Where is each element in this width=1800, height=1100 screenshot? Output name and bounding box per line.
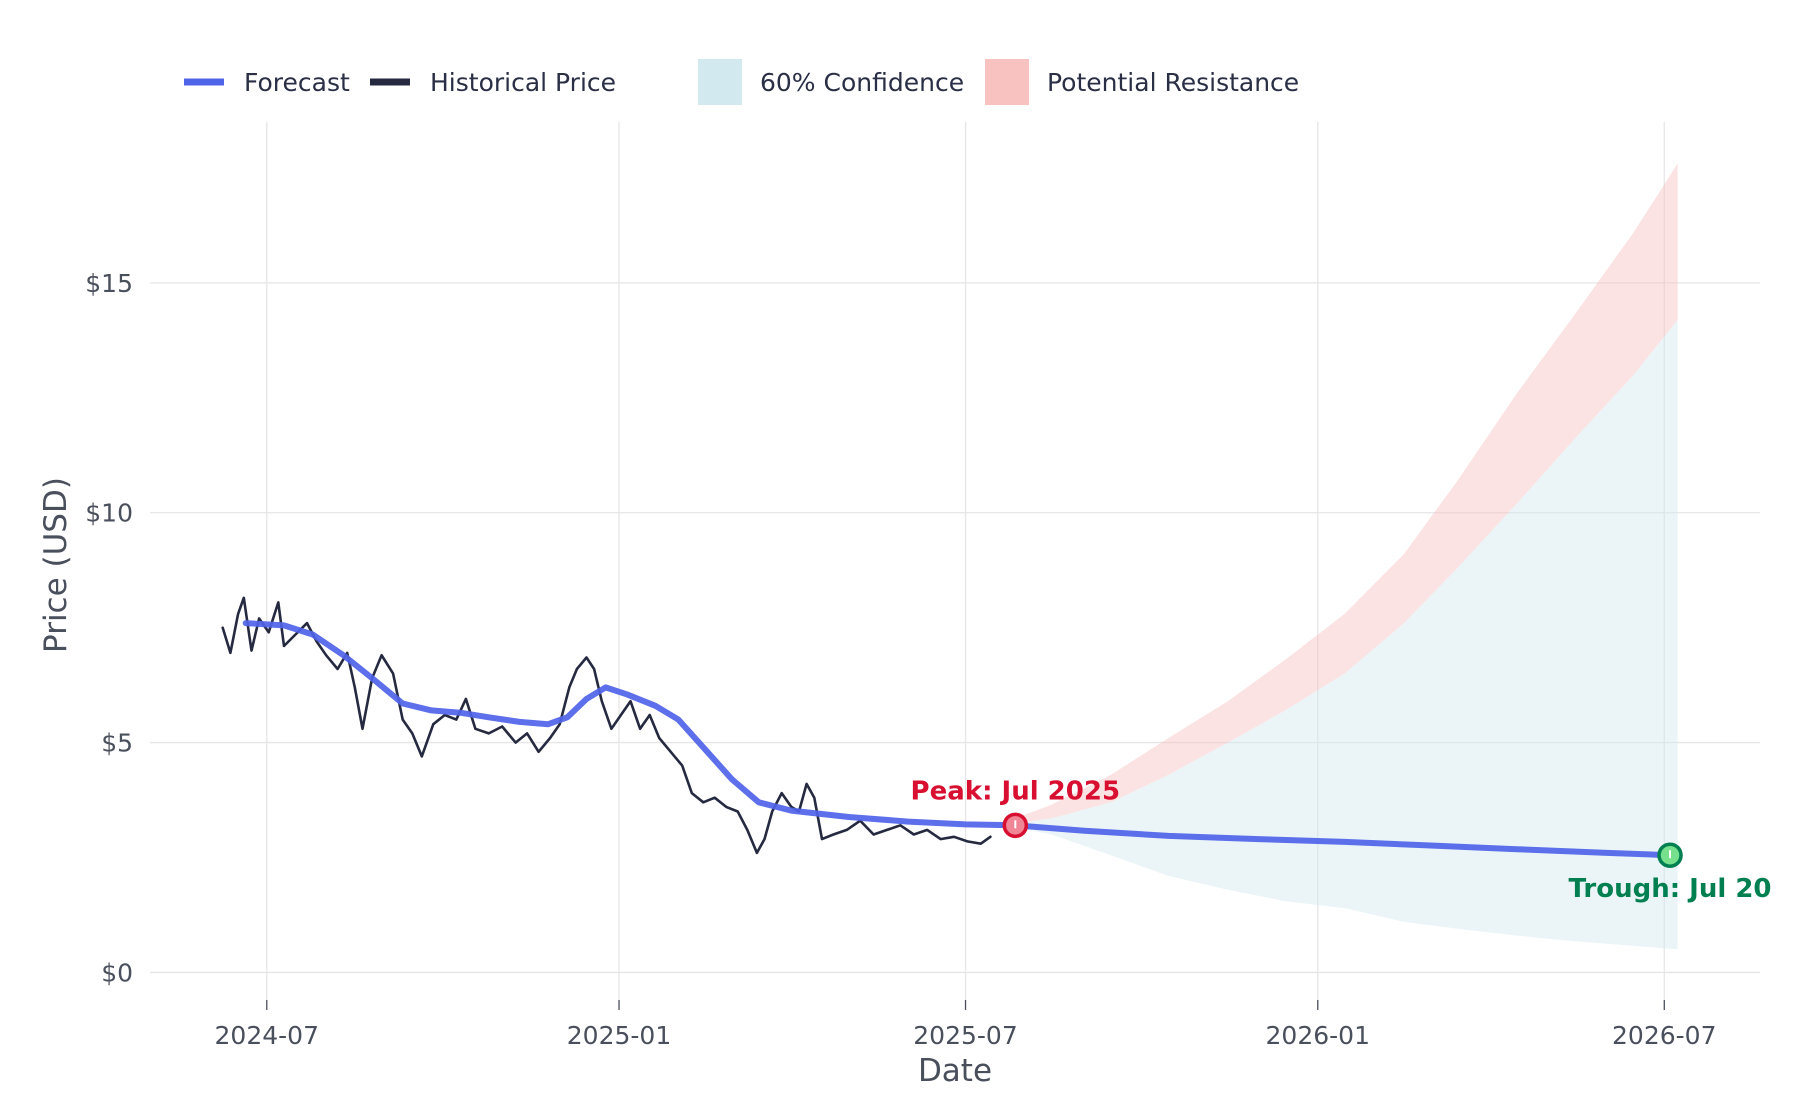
legend-label: Potential Resistance (1047, 68, 1299, 97)
trough-label: Trough: Jul 20 (1569, 874, 1772, 904)
legend-label: 60% Confidence (760, 68, 964, 97)
y-tick-label: $5 (101, 729, 133, 758)
y-axis-ticks: $0 $5 $10 $15 (85, 269, 133, 988)
forecast-line (242, 620, 1673, 859)
peak-label: Peak: Jul 2025 (911, 776, 1121, 806)
confidence-bands (1015, 163, 1678, 950)
x-axis-ticks: 2024-07 2025-01 2025-07 2026-01 2026-07 (215, 1000, 1717, 1050)
series-lines (221, 596, 1673, 859)
x-tick-label: 2025-07 (913, 1021, 1017, 1050)
y-axis-title: Price (USD) (38, 477, 74, 653)
legend-swatch-60-confidence (698, 59, 742, 105)
band-60-confidence (1015, 319, 1678, 950)
x-tick-label: 2026-01 (1266, 1021, 1370, 1050)
x-tick-label: 2024-07 (215, 1021, 319, 1050)
x-axis-title: Date (918, 1053, 992, 1089)
annotation-markers (1002, 812, 1683, 868)
historical-price-line (221, 596, 992, 855)
grid-lines (150, 122, 1760, 1000)
legend-swatch-potential-resistance (985, 59, 1029, 105)
y-tick-label: $15 (85, 269, 133, 298)
y-tick-label: $0 (101, 958, 133, 987)
y-tick-label: $10 (85, 499, 133, 528)
annotation-labels: Peak: Jul 2025 Trough: Jul 20 (911, 776, 1772, 904)
legend-label: Forecast (244, 68, 350, 97)
x-tick-label: 2025-01 (567, 1021, 671, 1050)
x-tick-label: 2026-07 (1612, 1021, 1716, 1050)
legend-label: Historical Price (430, 68, 616, 97)
legend[interactable]: Forecast Historical Price 60% Confidence Po… (184, 59, 1299, 105)
